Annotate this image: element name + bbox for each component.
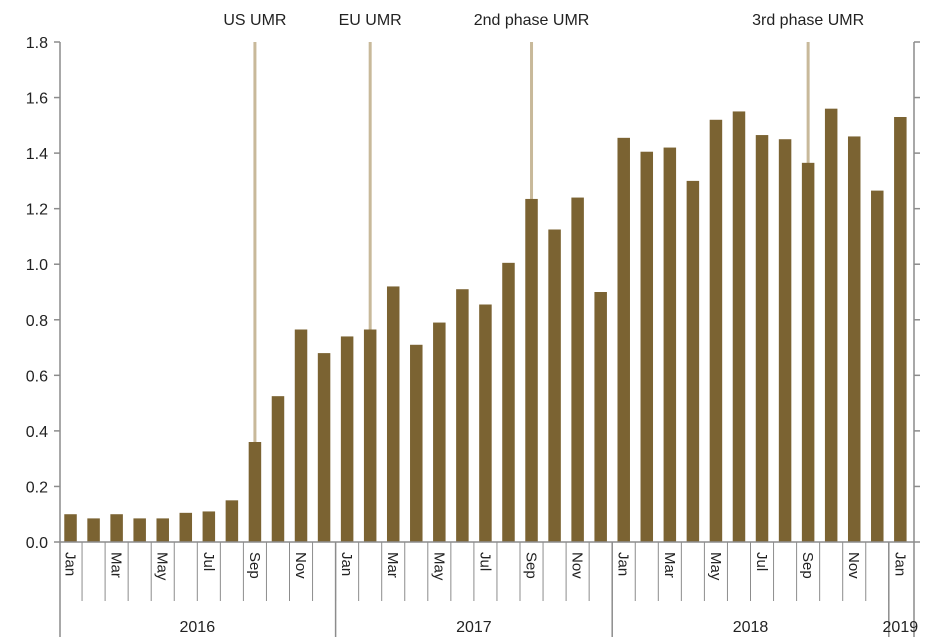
bar (340, 336, 354, 542)
x-month-label: May (430, 552, 447, 581)
x-year-label: 2019 (883, 619, 919, 636)
bar (133, 518, 146, 542)
axes (54, 41, 920, 637)
bar (110, 514, 123, 542)
y-tick-label: 0.8 (26, 313, 48, 330)
x-axis-labels: Jan Mar May Jul Sep Nov Jan Mar May Jul Sep Nov Jan M… (62, 552, 919, 636)
bar (594, 292, 607, 542)
bar (571, 197, 584, 542)
bar (548, 229, 561, 542)
annotation-label: 3rd phase UMR (752, 12, 864, 29)
bar (617, 137, 630, 542)
x-month-label: Sep (523, 552, 540, 579)
x-month-label: Nov (292, 552, 309, 579)
x-year-label: 2016 (180, 619, 216, 636)
y-tick-label: 1.4 (26, 146, 48, 163)
bar (456, 289, 469, 542)
x-month-label: Nov (845, 552, 862, 579)
bar (294, 329, 308, 542)
bar (479, 304, 492, 542)
bar (363, 329, 377, 542)
bar (179, 512, 193, 542)
x-month-label: May (707, 552, 724, 581)
bar (732, 111, 746, 542)
annotation-label: US UMR (223, 12, 286, 29)
y-tick-label: 1.0 (26, 257, 48, 274)
bars (64, 108, 907, 543)
y-tick-label: 0.0 (26, 535, 48, 552)
bar (709, 119, 723, 542)
bar (663, 147, 677, 542)
bar (640, 151, 654, 542)
x-month-label: Jan (615, 552, 632, 576)
bar (847, 136, 861, 542)
y-tick-label: 1.2 (26, 202, 48, 219)
bar (410, 344, 423, 542)
x-month-label: Sep (246, 552, 263, 579)
x-month-label: Jan (891, 552, 908, 576)
bar (801, 162, 815, 542)
bar (755, 135, 769, 542)
bar (87, 518, 100, 542)
x-month-label: Sep (799, 552, 816, 579)
y-tick-label: 1.8 (26, 35, 48, 52)
x-month-label: Nov (569, 552, 586, 579)
x-month-label: Jan (62, 552, 79, 576)
x-month-label: Mar (661, 552, 678, 578)
annotation-labels: US UMR EU UMR 2nd phase UMR 3rd phase UMR (223, 12, 864, 29)
bar (433, 322, 446, 542)
bar (271, 396, 285, 542)
bar (64, 514, 77, 542)
annotation-label: 2nd phase UMR (474, 12, 590, 29)
bar (871, 190, 884, 543)
x-month-label: Jul (200, 552, 217, 571)
x-month-label: May (154, 552, 171, 581)
x-month-label: Jan (338, 552, 355, 576)
bar (386, 286, 400, 542)
bar (317, 353, 331, 542)
bar (502, 262, 515, 542)
x-month-label: Mar (384, 552, 401, 578)
bar (156, 518, 169, 542)
y-tick-label: 0.4 (26, 424, 48, 441)
x-year-label: 2017 (456, 619, 492, 636)
bar (686, 180, 700, 542)
annotation-label: EU UMR (339, 12, 402, 29)
bar (248, 442, 262, 542)
bar (225, 500, 239, 542)
y-tick-label: 0.2 (26, 479, 48, 496)
y-tick-label: 1.6 (26, 91, 48, 108)
y-axis-labels: 0.0 0.2 0.4 0.6 0.8 1.0 1.2 1.4 1.6 1.8 (26, 35, 48, 552)
bar (778, 139, 792, 542)
y-tick-label: 0.6 (26, 368, 48, 385)
bar (202, 511, 216, 542)
bar (525, 198, 538, 542)
bar (894, 117, 907, 542)
x-month-label: Mar (108, 552, 125, 578)
bar (824, 108, 838, 543)
x-year-label: 2018 (733, 619, 769, 636)
x-month-label: Jul (476, 552, 493, 571)
x-month-label: Jul (753, 552, 770, 571)
